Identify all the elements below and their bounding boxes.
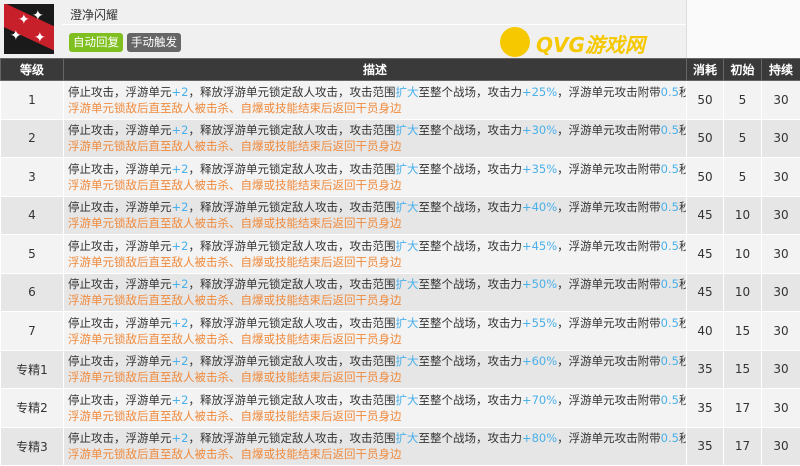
table-header-row: 等级 描述 消耗 初始 持续 (1, 59, 800, 81)
level-cell: 2 (1, 119, 64, 158)
initial-cell: 5 (724, 81, 762, 120)
header-level: 等级 (1, 59, 64, 81)
header-cost: 消耗 (687, 59, 724, 81)
cost-cell: 50 (687, 119, 724, 158)
initial-cell: 15 (724, 312, 762, 351)
header-duration: 持续 (762, 59, 800, 81)
level-cell: 1 (1, 81, 64, 120)
table-row: 专精3 停止攻击，浮游单元+2，释放浮游单元锁定敌人攻击，攻击范围扩大至整个战场… (1, 427, 800, 466)
initial-cell: 17 (724, 427, 762, 466)
watermark-text: QVG游戏网 (536, 29, 645, 58)
duration-cell: 30 (762, 81, 800, 120)
cost-cell: 35 (687, 350, 724, 389)
description-cell: 停止攻击，浮游单元+2，释放浮游单元锁定敌人攻击，攻击范围扩大至整个战场，攻击力… (64, 196, 687, 235)
duration-cell: 30 (762, 196, 800, 235)
skill-tags: 自动回复 手动触发 (69, 33, 181, 52)
description-cell: 停止攻击，浮游单元+2，释放浮游单元锁定敌人攻击，攻击范围扩大至整个战场，攻击力… (64, 312, 687, 351)
description-cell: 停止攻击，浮游单元+2，释放浮游单元锁定敌人攻击，攻击范围扩大至整个战场，攻击力… (64, 350, 687, 389)
table-row: 专精1 停止攻击，浮游单元+2，释放浮游单元锁定敌人攻击，攻击范围扩大至整个战场… (1, 350, 800, 389)
level-cell: 6 (1, 273, 64, 312)
skill-name: 澄净闪耀 (70, 6, 118, 23)
table-row: 2 停止攻击，浮游单元+2，释放浮游单元锁定敌人攻击，攻击范围扩大至整个战场，攻… (1, 119, 800, 158)
cost-cell: 45 (687, 235, 724, 274)
header-initial: 初始 (724, 59, 762, 81)
level-cell: 专精1 (1, 350, 64, 389)
header-desc: 描述 (64, 59, 687, 81)
initial-cell: 5 (724, 158, 762, 197)
description-cell: 停止攻击，浮游单元+2，释放浮游单元锁定敌人攻击，攻击范围扩大至整个战场，攻击力… (64, 273, 687, 312)
level-cell: 7 (1, 312, 64, 351)
initial-cell: 10 (724, 196, 762, 235)
table-row: 5 停止攻击，浮游单元+2，释放浮游单元锁定敌人攻击，攻击范围扩大至整个战场，攻… (1, 235, 800, 274)
level-cell: 4 (1, 196, 64, 235)
duration-cell: 30 (762, 119, 800, 158)
initial-cell: 17 (724, 389, 762, 428)
duration-cell: 30 (762, 273, 800, 312)
description-cell: 停止攻击，浮游单元+2，释放浮游单元锁定敌人攻击，攻击范围扩大至整个战场，攻击力… (64, 158, 687, 197)
table-row: 4 停止攻击，浮游单元+2，释放浮游单元锁定敌人攻击，攻击范围扩大至整个战场，攻… (1, 196, 800, 235)
description-cell: 停止攻击，浮游单元+2，释放浮游单元锁定敌人攻击，攻击范围扩大至整个战场，攻击力… (64, 427, 687, 466)
description-cell: 停止攻击，浮游单元+2，释放浮游单元锁定敌人攻击，攻击范围扩大至整个战场，攻击力… (64, 81, 687, 120)
skill-level-table: 等级 描述 消耗 初始 持续 1 停止攻击，浮游单元+2，释放浮游单元锁定敌人攻… (0, 58, 800, 466)
table-row: 专精2 停止攻击，浮游单元+2，释放浮游单元锁定敌人攻击，攻击范围扩大至整个战场… (1, 389, 800, 428)
initial-cell: 10 (724, 273, 762, 312)
cost-cell: 45 (687, 273, 724, 312)
initial-cell: 10 (724, 235, 762, 274)
skill-icon: ✦ ✦ ✦ ✦ (4, 4, 54, 54)
description-cell: 停止攻击，浮游单元+2，释放浮游单元锁定敌人攻击，攻击范围扩大至整个战场，攻击力… (64, 389, 687, 428)
table-row: 6 停止攻击，浮游单元+2，释放浮游单元锁定敌人攻击，攻击范围扩大至整个战场，攻… (1, 273, 800, 312)
skill-header: ✦ ✦ ✦ ✦ 澄净闪耀 自动回复 手动触发 QVG游戏网 (0, 0, 800, 58)
duration-cell: 30 (762, 235, 800, 274)
cost-cell: 50 (687, 158, 724, 197)
level-cell: 专精3 (1, 427, 64, 466)
duration-cell: 30 (762, 312, 800, 351)
cost-cell: 40 (687, 312, 724, 351)
initial-cell: 15 (724, 350, 762, 389)
table-row: 3 停止攻击，浮游单元+2，释放浮游单元锁定敌人攻击，攻击范围扩大至整个战场，攻… (1, 158, 800, 197)
initial-cell: 5 (724, 119, 762, 158)
cost-cell: 35 (687, 389, 724, 428)
cost-cell: 50 (687, 81, 724, 120)
cost-cell: 35 (687, 427, 724, 466)
duration-cell: 30 (762, 158, 800, 197)
auto-recovery-tag: 自动回复 (69, 33, 123, 52)
level-cell: 专精2 (1, 389, 64, 428)
description-cell: 停止攻击，浮游单元+2，释放浮游单元锁定敌人攻击，攻击范围扩大至整个战场，攻击力… (64, 119, 687, 158)
duration-cell: 30 (762, 427, 800, 466)
description-cell: 停止攻击，浮游单元+2，释放浮游单元锁定敌人攻击，攻击范围扩大至整个战场，攻击力… (64, 235, 687, 274)
manual-trigger-tag: 手动触发 (127, 33, 181, 52)
watermark: QVG游戏网 (500, 26, 680, 58)
watermark-logo-icon (500, 27, 530, 57)
duration-cell: 30 (762, 350, 800, 389)
cost-cell: 45 (687, 196, 724, 235)
table-row: 1 停止攻击，浮游单元+2，释放浮游单元锁定敌人攻击，攻击范围扩大至整个战场，攻… (1, 81, 800, 120)
level-cell: 5 (1, 235, 64, 274)
table-row: 7 停止攻击，浮游单元+2，释放浮游单元锁定敌人攻击，攻击范围扩大至整个战场，攻… (1, 312, 800, 351)
level-cell: 3 (1, 158, 64, 197)
duration-cell: 30 (762, 389, 800, 428)
